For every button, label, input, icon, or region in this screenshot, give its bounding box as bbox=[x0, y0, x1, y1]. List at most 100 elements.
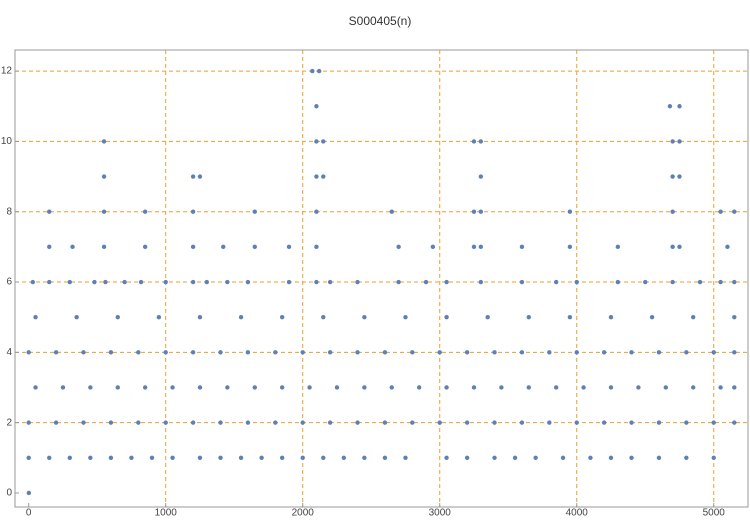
point bbox=[410, 350, 415, 355]
point bbox=[197, 174, 203, 179]
point bbox=[362, 385, 367, 390]
point bbox=[314, 174, 319, 179]
point bbox=[67, 279, 73, 285]
point bbox=[26, 350, 31, 355]
point bbox=[225, 385, 230, 390]
point bbox=[403, 314, 408, 320]
point bbox=[667, 104, 673, 109]
point bbox=[732, 314, 737, 320]
point bbox=[108, 455, 114, 460]
point bbox=[478, 174, 484, 179]
point bbox=[649, 314, 655, 320]
point bbox=[190, 279, 196, 285]
point bbox=[101, 174, 107, 179]
point bbox=[314, 209, 319, 214]
x-tick-label: 4000 bbox=[566, 508, 589, 519]
point bbox=[101, 139, 107, 144]
point bbox=[92, 279, 97, 285]
point bbox=[259, 455, 264, 460]
point bbox=[314, 279, 319, 285]
point bbox=[156, 314, 162, 320]
point bbox=[218, 420, 223, 425]
x-tick-label: 0 bbox=[26, 508, 32, 519]
point bbox=[636, 385, 641, 390]
point bbox=[615, 244, 621, 250]
point bbox=[608, 455, 614, 460]
point bbox=[478, 209, 484, 214]
point bbox=[574, 279, 579, 285]
point bbox=[33, 314, 38, 320]
point bbox=[221, 244, 226, 250]
point bbox=[163, 350, 168, 355]
point bbox=[197, 314, 203, 320]
point bbox=[129, 455, 134, 460]
point bbox=[341, 455, 347, 460]
point bbox=[629, 455, 634, 460]
point bbox=[26, 490, 32, 496]
point bbox=[327, 420, 333, 425]
y-tick-label: 2 bbox=[6, 417, 12, 428]
point bbox=[382, 420, 388, 425]
point bbox=[396, 279, 401, 285]
point bbox=[163, 420, 168, 425]
point bbox=[492, 455, 497, 460]
point bbox=[526, 385, 531, 390]
point bbox=[478, 279, 484, 285]
point bbox=[115, 314, 120, 320]
point bbox=[444, 279, 449, 285]
point bbox=[81, 420, 86, 425]
point bbox=[149, 455, 155, 460]
point bbox=[519, 279, 525, 285]
point bbox=[677, 244, 682, 250]
point bbox=[362, 455, 367, 460]
point bbox=[238, 455, 244, 460]
point bbox=[553, 385, 559, 390]
point bbox=[190, 244, 196, 250]
point bbox=[142, 385, 148, 390]
point bbox=[574, 420, 579, 425]
point bbox=[300, 350, 305, 355]
point bbox=[588, 455, 593, 460]
point bbox=[47, 455, 52, 460]
point bbox=[53, 420, 59, 425]
point bbox=[252, 385, 257, 390]
point bbox=[444, 455, 449, 460]
point bbox=[615, 279, 621, 285]
point bbox=[88, 455, 93, 460]
point bbox=[725, 244, 730, 250]
point bbox=[190, 420, 196, 425]
point bbox=[416, 385, 422, 390]
point bbox=[670, 279, 675, 285]
point bbox=[33, 385, 38, 390]
point bbox=[252, 209, 257, 214]
point bbox=[471, 244, 477, 250]
point bbox=[136, 350, 141, 355]
point bbox=[567, 314, 573, 320]
point bbox=[478, 139, 484, 144]
point bbox=[142, 244, 148, 250]
point bbox=[553, 279, 559, 285]
point bbox=[732, 350, 737, 355]
point bbox=[327, 279, 333, 285]
point bbox=[684, 350, 689, 355]
point bbox=[526, 314, 531, 320]
point bbox=[560, 455, 566, 460]
point bbox=[245, 279, 251, 285]
point bbox=[601, 350, 607, 355]
point bbox=[697, 279, 703, 285]
point bbox=[108, 420, 114, 425]
point bbox=[218, 350, 223, 355]
point bbox=[300, 455, 305, 460]
point bbox=[314, 244, 319, 250]
point bbox=[581, 385, 586, 390]
point bbox=[656, 350, 662, 355]
point bbox=[115, 385, 120, 390]
point bbox=[670, 209, 675, 214]
point bbox=[314, 104, 319, 109]
point bbox=[519, 420, 525, 425]
point bbox=[314, 139, 319, 144]
point bbox=[334, 385, 340, 390]
point bbox=[307, 385, 312, 390]
point bbox=[47, 209, 52, 214]
point bbox=[108, 350, 114, 355]
